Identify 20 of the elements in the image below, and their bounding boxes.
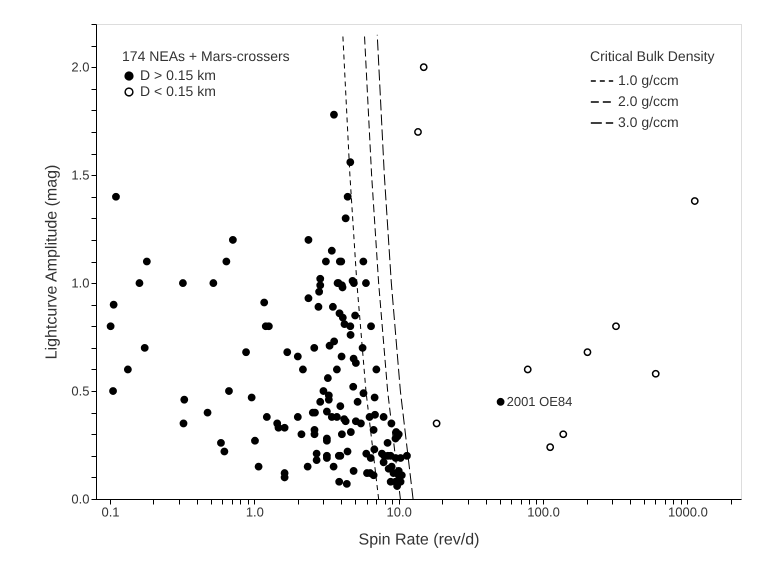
x-tick-label: 10.0	[386, 504, 412, 520]
x-tick-label: 100.0	[527, 504, 560, 520]
legend-label: D < 0.15 km	[140, 83, 216, 99]
annotation: Critical Bulk Density	[590, 48, 714, 64]
legend-label: D > 0.15 km	[140, 67, 216, 83]
y-tick-label: 2.0	[71, 60, 90, 75]
annotation: 2001 OE84	[506, 394, 572, 409]
legend-label: 3.0 g/ccm	[618, 114, 679, 130]
y-tick-label: 0.0	[71, 492, 90, 506]
x-tick-label: 0.1	[101, 504, 120, 520]
x-tick-label: 1000.0	[668, 504, 708, 520]
legend-title: 174 NEAs + Mars-crossers	[122, 48, 290, 64]
legend-label: 2.0 g/ccm	[618, 93, 679, 109]
y-axis-title: Lightcurve Amplitude (mag)	[43, 164, 60, 360]
y-tick-label: 0.5	[71, 384, 90, 399]
x-axis-title: Spin Rate (rev/d)	[358, 532, 480, 548]
y-tick-label: 1.5	[71, 168, 90, 183]
x-tick-label: 1.0	[246, 504, 264, 520]
legend-label: 1.0 g/ccm	[618, 72, 679, 88]
y-tick-label: 1.0	[71, 276, 90, 291]
